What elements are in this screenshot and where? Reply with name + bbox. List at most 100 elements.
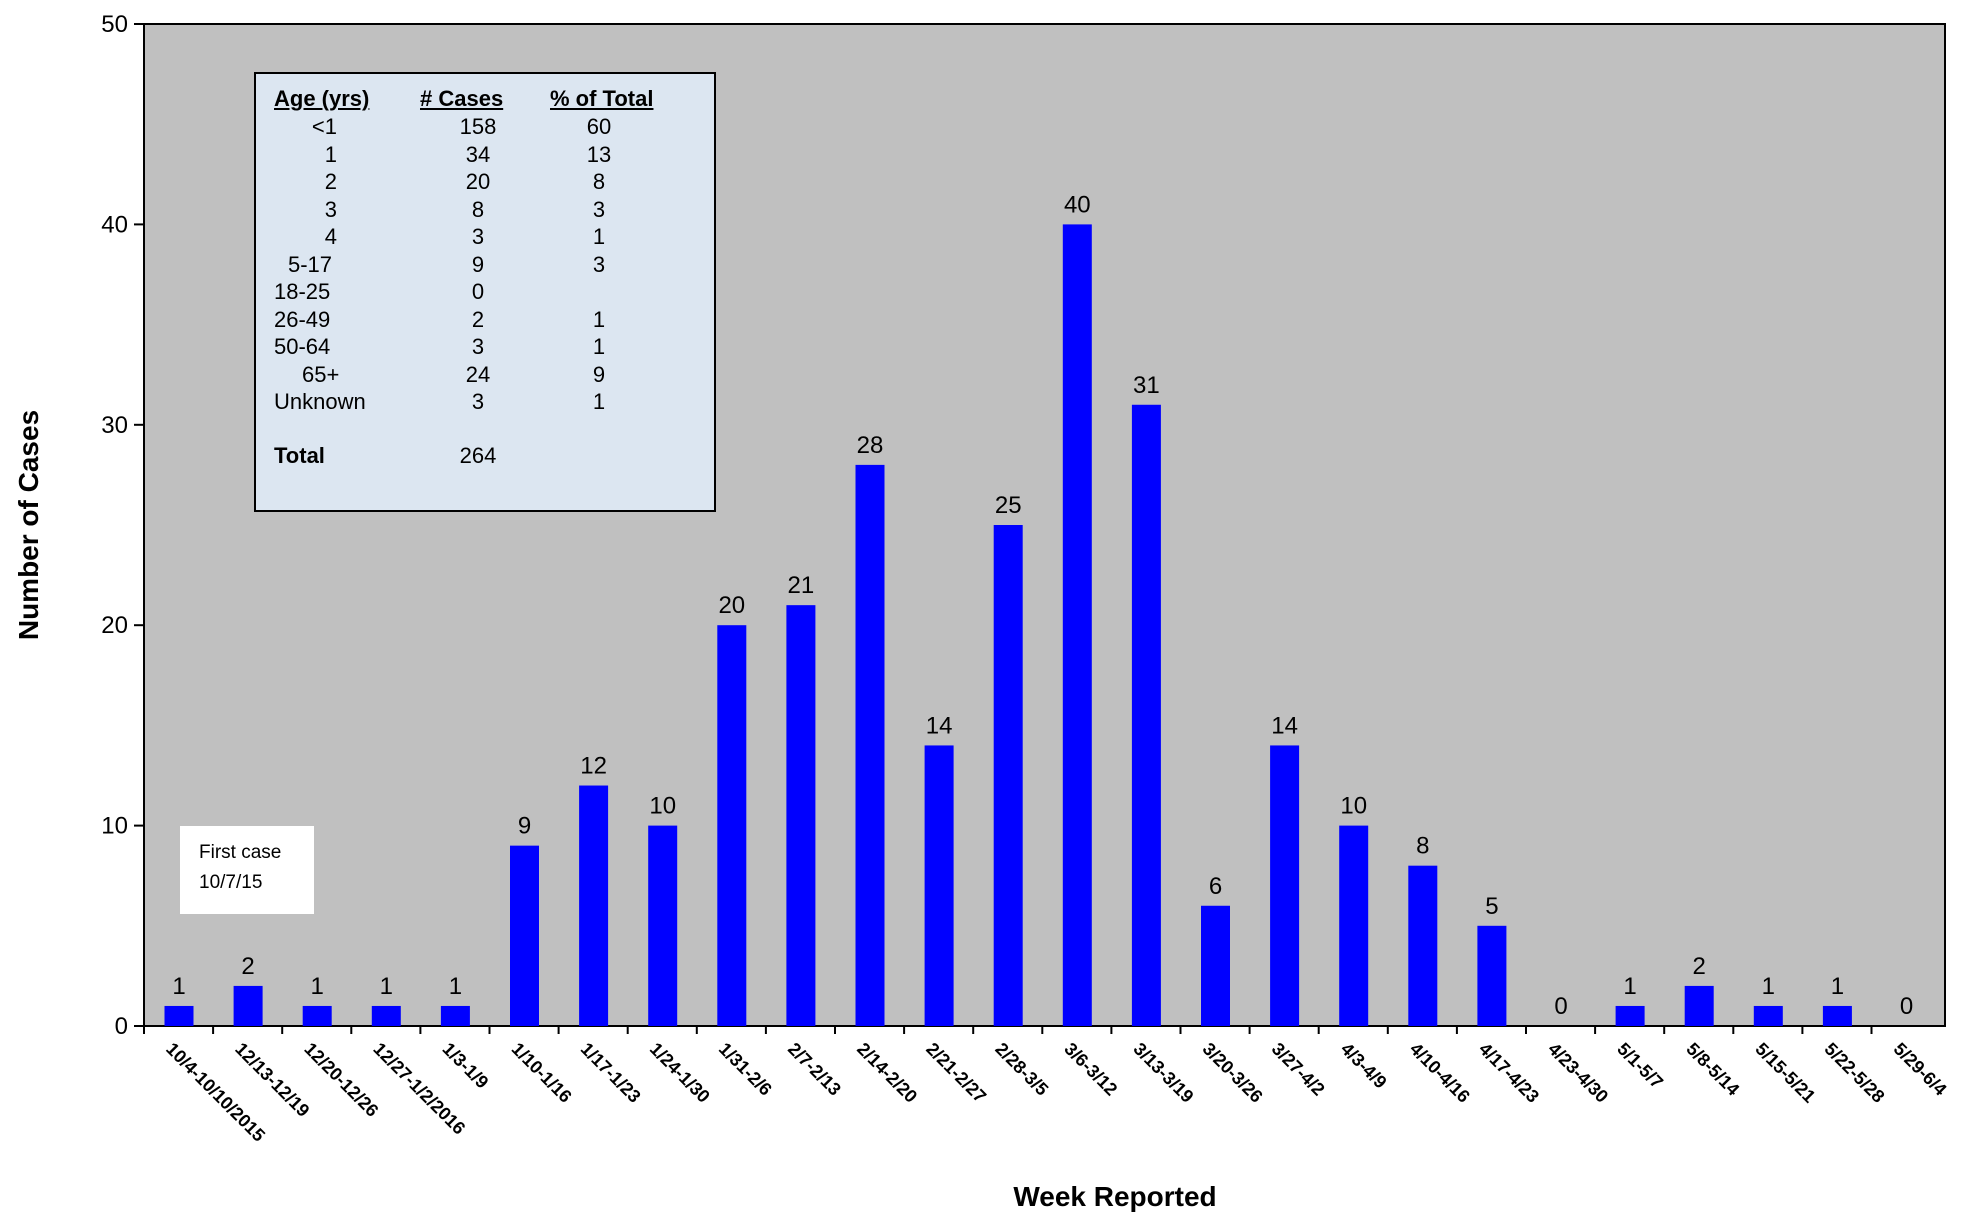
table-cell-percent: 3 <box>592 196 606 222</box>
table-cell-percent: 1 <box>592 224 606 249</box>
table-total-label: Total <box>274 442 325 468</box>
data-label: 1 <box>449 973 462 1000</box>
first-case-note-line1: First case <box>199 842 282 863</box>
x-tick-label: 1/3-1/9 <box>439 1039 493 1093</box>
data-label: 1 <box>1762 973 1775 1000</box>
table-cell-age: <1 <box>311 114 337 139</box>
x-tick-label: 4/23-4/30 <box>1544 1039 1612 1107</box>
x-tick-label: 5/8-5/14 <box>1682 1039 1743 1100</box>
table-cell-cases: 8 <box>471 196 485 222</box>
data-label: 10 <box>649 793 676 820</box>
table-cell-percent: 1 <box>592 389 606 414</box>
x-tick-label: 5/1-5/7 <box>1613 1039 1667 1093</box>
table-cell-cases: 9 <box>471 251 485 277</box>
table-cell-age: 5-17 <box>288 251 333 277</box>
y-tick-label: 0 <box>115 1013 128 1040</box>
table-cell-age: 26-49 <box>274 306 331 332</box>
bar <box>1062 224 1092 1026</box>
table-cell-age: Unknown <box>274 389 366 414</box>
bar <box>371 1005 401 1026</box>
x-tick-label: 3/13-3/19 <box>1130 1039 1198 1107</box>
data-label: 31 <box>1133 372 1160 399</box>
x-axis: 10/4-10/10/201512/13-12/1912/20-12/2612/… <box>143 1026 1951 1146</box>
bar <box>1339 825 1369 1026</box>
bar <box>855 464 885 1026</box>
x-tick-label: 2/28-3/5 <box>991 1039 1052 1100</box>
y-tick-label: 20 <box>101 612 128 639</box>
x-tick-label: 4/17-4/23 <box>1475 1039 1543 1107</box>
data-label: 10 <box>1340 793 1367 820</box>
bar <box>1408 865 1438 1026</box>
data-label: 2 <box>1693 953 1706 980</box>
table-cell-age: 50-64 <box>274 334 331 359</box>
x-tick-label: 1/10-1/16 <box>508 1039 576 1107</box>
table-cell-cases: 3 <box>471 334 485 359</box>
x-tick-label: 3/20-3/26 <box>1199 1039 1267 1107</box>
bar <box>1822 1005 1852 1026</box>
data-label: 14 <box>926 712 953 739</box>
table-cell-percent: 60 <box>586 114 612 139</box>
first-case-note: First case 10/7/15 <box>180 826 314 914</box>
bar <box>440 1005 470 1026</box>
table-cell-age: 4 <box>324 224 337 249</box>
age-distribution-table: Age (yrs) # Cases% of Total <1 158 60 1 34 13 2 2… <box>254 72 716 512</box>
bar <box>993 525 1023 1026</box>
x-tick-label: 5/22-5/28 <box>1821 1039 1889 1107</box>
x-tick-label: 2/21-2/27 <box>922 1039 990 1107</box>
y-tick-label: 10 <box>101 813 128 840</box>
y-tick-label: 30 <box>101 412 128 439</box>
table-header-percent: % of Total <box>550 86 654 111</box>
bar <box>164 1005 194 1026</box>
data-label: 8 <box>1416 833 1429 860</box>
data-label: 25 <box>995 492 1022 519</box>
table-cell-age: 1 <box>324 141 337 167</box>
table-cell-percent: 9 <box>592 361 606 387</box>
table-cell-cases: 158 <box>459 114 497 139</box>
table-cell-percent: 1 <box>592 306 606 332</box>
table-cell-cases: 2 <box>471 306 485 332</box>
data-label: 2 <box>241 953 254 980</box>
table-cell-age: 3 <box>324 196 337 222</box>
table-cell-cases: 3 <box>471 224 485 249</box>
table-cell-percent: 1 <box>592 334 606 359</box>
bar <box>1270 745 1300 1026</box>
data-label: 40 <box>1064 191 1091 218</box>
x-axis-title: Week Reported <box>1013 1181 1216 1212</box>
bar <box>510 845 539 1026</box>
x-tick-label: 4/10-4/16 <box>1406 1039 1474 1107</box>
data-label: 0 <box>1900 993 1913 1020</box>
x-tick-label: 1/24-1/30 <box>646 1039 714 1107</box>
bar <box>1131 404 1161 1026</box>
bar <box>302 1005 332 1026</box>
x-tick-label: 2/7-2/13 <box>784 1039 845 1100</box>
data-label: 0 <box>1554 993 1567 1020</box>
x-tick-label: 5/15-5/21 <box>1751 1039 1819 1107</box>
y-tick-label: 40 <box>101 211 128 238</box>
data-label: 12 <box>580 753 607 780</box>
x-tick-label: 3/6-3/12 <box>1060 1039 1121 1100</box>
data-label: 20 <box>718 592 745 619</box>
bar <box>233 985 263 1026</box>
table-cell-cases: 0 <box>471 279 485 304</box>
data-label: 1 <box>1623 973 1636 1000</box>
x-tick-label: 5/29-6/4 <box>1890 1039 1951 1100</box>
table-cell-cases: 3 <box>471 389 485 414</box>
data-label: 21 <box>788 572 815 599</box>
table-header-cases: # Cases <box>420 86 504 111</box>
bar <box>1477 925 1507 1026</box>
data-label: 1 <box>380 973 393 1000</box>
table-cell-percent: 8 <box>592 169 606 194</box>
data-label: 5 <box>1485 893 1498 920</box>
bar <box>1684 985 1714 1026</box>
bar <box>924 745 954 1026</box>
data-label: 28 <box>857 432 884 459</box>
data-label: 6 <box>1209 873 1222 900</box>
x-tick-label: 4/3-4/9 <box>1337 1039 1391 1093</box>
table-cell-age: 65+ <box>302 361 340 387</box>
data-label: 14 <box>1271 712 1298 739</box>
table-cell-cases: 20 <box>465 169 491 194</box>
y-tick-label: 50 <box>101 11 128 38</box>
table-cell-age: 18-25 <box>274 279 331 304</box>
table-total-value: 264 <box>459 442 497 468</box>
